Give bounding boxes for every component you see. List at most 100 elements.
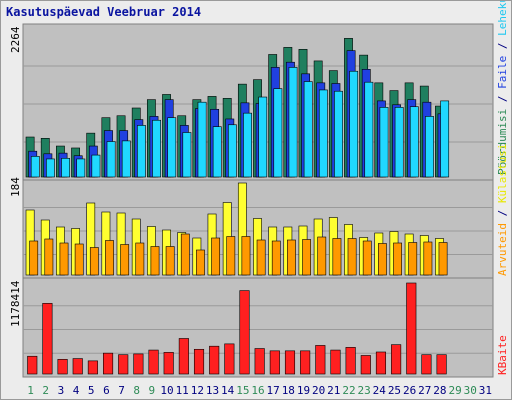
bar-lehekülgi bbox=[30, 156, 40, 178]
bar-kbaite bbox=[178, 338, 189, 375]
bar-kbaite bbox=[133, 353, 144, 375]
x-axis-day-labels: 1 2 3 4 5 6 7 8 9 10 11 12 13 14 15 16 17 18 19 20 21 22 23 24 2… bbox=[27, 384, 492, 397]
legend-entry: Arvuteid bbox=[496, 223, 509, 276]
legend-entry: / bbox=[496, 36, 509, 56]
x-tick-label: 25 bbox=[388, 384, 401, 397]
x-tick-label: 26 bbox=[403, 384, 416, 397]
bar-kbaite bbox=[224, 343, 235, 375]
bar-lehekülgi bbox=[91, 154, 101, 178]
bar-lehekülgi bbox=[182, 132, 192, 178]
bar-kbaite bbox=[27, 355, 38, 375]
x-tick-label: 3 bbox=[58, 384, 65, 397]
x-tick-label: 15 bbox=[236, 384, 249, 397]
x-tick-label: 7 bbox=[118, 384, 125, 397]
bar-kbaite bbox=[330, 349, 341, 375]
bars bbox=[25, 38, 450, 375]
bar-kbaite bbox=[284, 350, 296, 375]
bar-lehekülgi bbox=[227, 124, 237, 178]
bar-kbaite bbox=[118, 354, 129, 375]
x-tick-label: 24 bbox=[373, 384, 387, 397]
x-tick-label: 16 bbox=[251, 384, 264, 397]
bar-kbaite bbox=[375, 351, 387, 375]
legend-entry: Faile bbox=[496, 56, 509, 89]
x-tick-label: 2 bbox=[42, 384, 49, 397]
bar-kbaite bbox=[57, 359, 68, 375]
x-tick-label: 11 bbox=[176, 384, 189, 397]
bar-arvuteid bbox=[393, 242, 402, 276]
bar-kbaite bbox=[239, 290, 250, 375]
bar-lehekülgi bbox=[334, 90, 343, 178]
bar-arvuteid bbox=[211, 237, 221, 276]
bar-lehekülgi bbox=[440, 100, 450, 178]
legend-entry: Pöördumisi bbox=[496, 109, 509, 175]
x-tick-label: 6 bbox=[103, 384, 110, 397]
bar-lehekülgi bbox=[273, 88, 283, 178]
x-tick-label: 4 bbox=[73, 384, 80, 397]
bar-arvuteid bbox=[408, 242, 418, 276]
bar-kbaite bbox=[254, 348, 265, 375]
bar-lehekülgi bbox=[349, 70, 359, 178]
bar-arvuteid bbox=[302, 239, 312, 276]
bar-lehekülgi bbox=[303, 81, 313, 178]
bar-lehekülgi bbox=[318, 89, 328, 178]
bar-arvuteid bbox=[165, 246, 175, 276]
bar-kbaite bbox=[193, 348, 205, 375]
y-max-label-bottom: 1178414 bbox=[9, 280, 22, 327]
bar-lehekülgi bbox=[137, 125, 146, 178]
bar-lehekülgi bbox=[288, 67, 298, 178]
bar-kbaite bbox=[421, 354, 432, 375]
x-tick-label: 31 bbox=[479, 384, 492, 397]
legend-middle: Arvuteid / Külastusi bbox=[496, 144, 509, 276]
x-tick-label: 8 bbox=[133, 384, 140, 397]
x-tick-label: 29 bbox=[448, 384, 461, 397]
bar-arvuteid bbox=[256, 239, 266, 276]
x-tick-label: 9 bbox=[149, 384, 156, 397]
bar-lehekülgi bbox=[61, 157, 71, 178]
y-max-label-middle: 184 bbox=[9, 177, 22, 197]
bar-lehekülgi bbox=[106, 141, 116, 178]
bar-kbaite bbox=[315, 345, 326, 375]
x-tick-label: 1 bbox=[27, 384, 34, 397]
bar-arvuteid bbox=[89, 247, 99, 276]
x-tick-label: 21 bbox=[327, 384, 340, 397]
x-tick-label: 14 bbox=[221, 384, 235, 397]
x-tick-label: 18 bbox=[282, 384, 295, 397]
legend-entry: Lehekülgi bbox=[496, 1, 509, 36]
bar-lehekülgi bbox=[243, 112, 252, 178]
bar-kbaite bbox=[42, 303, 53, 375]
x-tick-label: 22 bbox=[342, 384, 355, 397]
x-tick-label: 19 bbox=[297, 384, 310, 397]
bar-lehekülgi bbox=[197, 101, 207, 178]
bar-lehekülgi bbox=[121, 140, 131, 178]
bar-kbaite bbox=[209, 345, 220, 375]
bar-arvuteid bbox=[226, 236, 236, 276]
bar-arvuteid bbox=[135, 242, 145, 276]
bar-kbaite bbox=[163, 352, 174, 375]
bar-lehekülgi bbox=[379, 107, 389, 178]
bar-arvuteid bbox=[378, 243, 387, 276]
bar-arvuteid bbox=[362, 240, 372, 276]
bar-kbaite bbox=[391, 344, 402, 375]
x-tick-label: 5 bbox=[88, 384, 95, 397]
legend-entry: / bbox=[496, 203, 509, 223]
x-tick-label: 28 bbox=[433, 384, 446, 397]
bar-kbaite bbox=[300, 350, 311, 375]
bar-arvuteid bbox=[180, 233, 190, 276]
x-tick-label: 17 bbox=[267, 384, 280, 397]
bar-arvuteid bbox=[332, 238, 342, 276]
bar-kbaite bbox=[103, 352, 114, 375]
legend-top: Pöördumisi / Faile / Lehekülgi bbox=[496, 1, 509, 175]
bar-arvuteid bbox=[29, 240, 39, 276]
bar-lehekülgi bbox=[76, 158, 86, 178]
bar-kbaite bbox=[87, 360, 98, 375]
x-tick-label: 30 bbox=[464, 384, 477, 397]
x-tick-label: 20 bbox=[312, 384, 325, 397]
legend-entry: / bbox=[496, 89, 509, 109]
bar-arvuteid bbox=[241, 236, 251, 276]
x-tick-label: 27 bbox=[418, 384, 431, 397]
bar-arvuteid bbox=[44, 238, 54, 276]
bar-kbaite bbox=[436, 354, 447, 375]
bar-lehekülgi bbox=[167, 117, 177, 178]
